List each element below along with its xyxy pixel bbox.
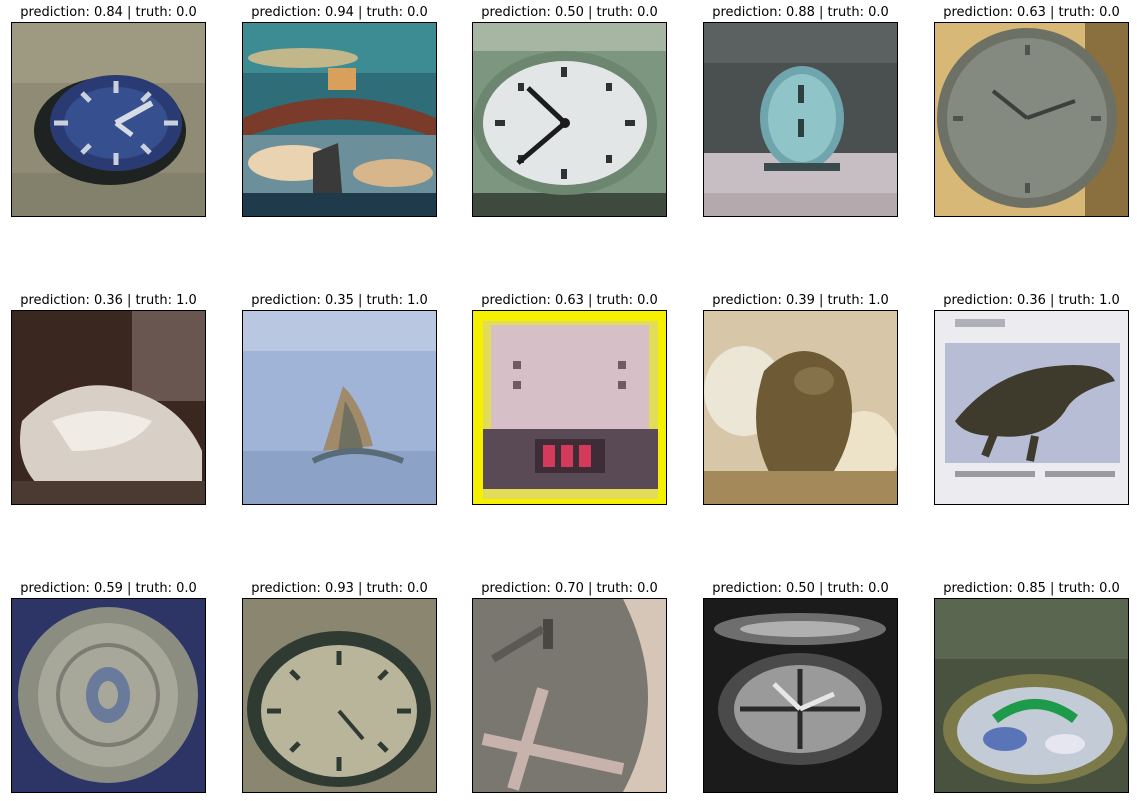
panel-caption: prediction: 0.70 | truth: 0.0 — [481, 581, 658, 596]
crocodile-drawing-icon — [934, 310, 1129, 505]
garden-floral-clock-icon — [934, 598, 1129, 793]
ornate-blue-clock-icon — [11, 598, 206, 793]
panel-caption: prediction: 0.88 | truth: 0.0 — [712, 5, 889, 20]
white-oval-clock-icon — [472, 22, 667, 217]
panel-caption: prediction: 0.39 | truth: 1.0 — [712, 293, 889, 308]
oval-wall-clock-icon — [11, 22, 206, 217]
panel-caption: prediction: 0.50 | truth: 0.0 — [481, 5, 658, 20]
panel-caption: prediction: 0.35 | truth: 1.0 — [251, 293, 428, 308]
panel-caption: prediction: 0.36 | truth: 1.0 — [943, 293, 1120, 308]
clock-hands-closeup-icon — [472, 598, 667, 793]
round-gray-clock-icon — [934, 22, 1129, 217]
water-shark-fin-icon — [242, 310, 437, 505]
panel-caption: prediction: 0.94 | truth: 0.0 — [251, 5, 428, 20]
reflective-clock-closeup-icon — [242, 22, 437, 217]
panel-caption: prediction: 0.50 | truth: 0.0 — [712, 581, 889, 596]
white-blurry-animal-icon — [11, 310, 206, 505]
dark-green-clock-icon — [242, 598, 437, 793]
panel-caption: prediction: 0.84 | truth: 0.0 — [20, 5, 197, 20]
brown-animal-eggs-icon — [703, 310, 898, 505]
panel-caption: prediction: 0.59 | truth: 0.0 — [20, 581, 197, 596]
panel-caption: prediction: 0.63 | truth: 0.0 — [481, 293, 658, 308]
black-white-clock-icon — [703, 598, 898, 793]
panel-caption: prediction: 0.93 | truth: 0.0 — [251, 581, 428, 596]
blue-alarm-clock-icon — [703, 22, 898, 217]
digital-alarm-clock-icon — [472, 310, 667, 505]
panel-caption: prediction: 0.36 | truth: 1.0 — [20, 293, 197, 308]
panel-caption: prediction: 0.63 | truth: 0.0 — [943, 5, 1120, 20]
panel-caption: prediction: 0.85 | truth: 0.0 — [943, 581, 1120, 596]
